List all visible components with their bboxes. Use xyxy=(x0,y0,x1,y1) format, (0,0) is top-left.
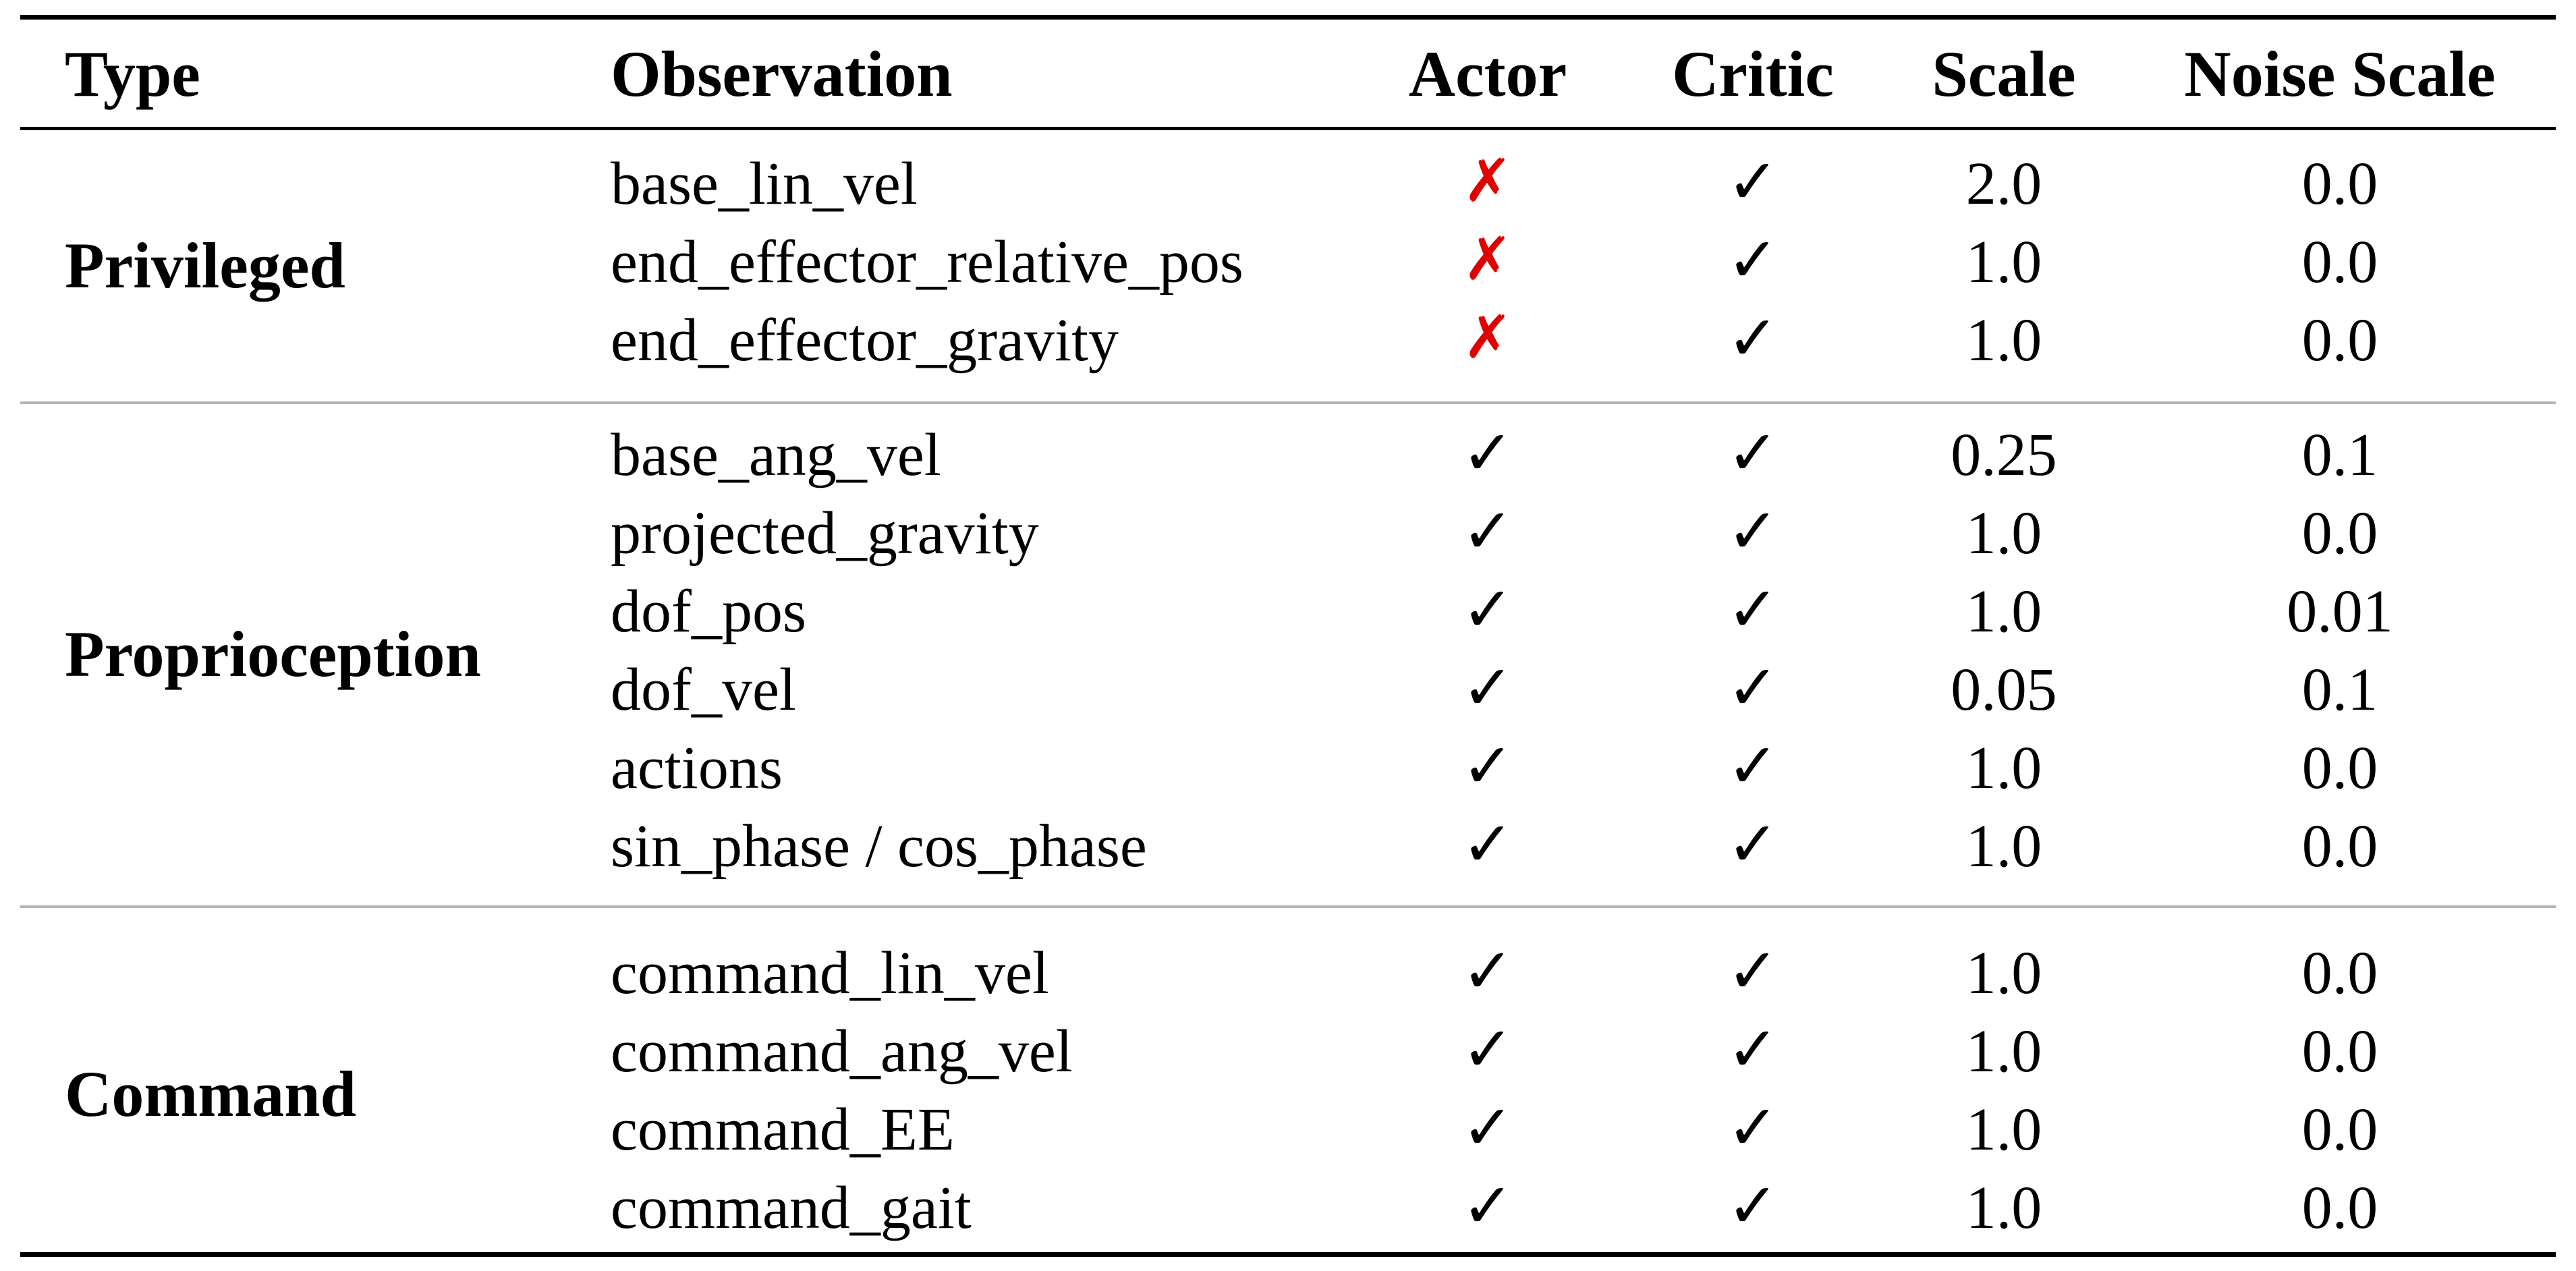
noise-scale-cell: 0.0 xyxy=(2301,735,2378,801)
top-rule xyxy=(20,15,2556,20)
critic-check-icon: ✓ xyxy=(1727,146,1779,218)
critic-check-icon: ✓ xyxy=(1727,1170,1779,1242)
actor-cross-icon: ✗ xyxy=(1463,146,1513,215)
critic-check-icon: ✓ xyxy=(1727,730,1779,802)
observation-cell: base_ang_vel xyxy=(611,422,941,488)
critic-check-icon: ✓ xyxy=(1727,302,1779,374)
scale-cell: 1.0 xyxy=(1965,1096,2042,1163)
noise-scale-cell: 0.0 xyxy=(2301,813,2378,880)
observation-cell: dof_pos xyxy=(611,578,806,645)
observation-cell: projected_gravity xyxy=(611,500,1039,567)
observation-cell: end_effector_relative_pos xyxy=(611,229,1243,295)
scale-cell: 0.25 xyxy=(1951,422,2057,488)
scale-cell: 1.0 xyxy=(1965,1018,2042,1085)
header-actor: Actor xyxy=(1408,38,1567,110)
group-label: Proprioception xyxy=(65,618,481,690)
noise-scale-cell: 0.0 xyxy=(2301,150,2378,217)
noise-scale-cell: 0.0 xyxy=(2301,940,2378,1007)
header-scale: Scale xyxy=(1932,38,2076,110)
noise-scale-cell: 0.0 xyxy=(2301,500,2378,567)
scale-cell: 1.0 xyxy=(1965,813,2042,880)
scale-cell: 0.05 xyxy=(1951,656,2057,723)
header-observation: Observation xyxy=(611,38,953,110)
header-type: Type xyxy=(65,38,200,110)
critic-check-icon: ✓ xyxy=(1727,652,1779,724)
critic-check-icon: ✓ xyxy=(1727,1013,1779,1085)
actor-check-icon: ✓ xyxy=(1461,1170,1514,1242)
actor-check-icon: ✓ xyxy=(1461,652,1514,724)
observation-cell: command_lin_vel xyxy=(611,940,1049,1007)
critic-check-icon: ✓ xyxy=(1727,573,1779,646)
actor-cross-icon: ✗ xyxy=(1463,224,1513,293)
critic-check-icon: ✓ xyxy=(1727,935,1779,1007)
scale-cell: 2.0 xyxy=(1965,150,2042,217)
noise-scale-cell: 0.1 xyxy=(2301,422,2378,488)
group-separator xyxy=(20,905,2556,908)
actor-check-icon: ✓ xyxy=(1461,730,1514,802)
actor-check-icon: ✓ xyxy=(1461,935,1514,1007)
observation-cell: sin_phase / cos_phase xyxy=(611,813,1147,880)
critic-check-icon: ✓ xyxy=(1727,417,1779,489)
actor-check-icon: ✓ xyxy=(1461,417,1514,489)
header-critic: Critic xyxy=(1672,38,1834,110)
actor-cross-icon: ✗ xyxy=(1463,302,1513,372)
actor-check-icon: ✓ xyxy=(1461,808,1514,880)
actor-check-icon: ✓ xyxy=(1461,573,1514,646)
header-noise-scale: Noise Scale xyxy=(2184,38,2496,110)
noise-scale-cell: 0.0 xyxy=(2301,307,2378,374)
critic-check-icon: ✓ xyxy=(1727,495,1779,567)
group-separator xyxy=(20,401,2556,404)
group-label: Privileged xyxy=(65,229,345,302)
actor-check-icon: ✓ xyxy=(1461,1092,1514,1164)
scale-cell: 1.0 xyxy=(1965,307,2042,374)
critic-check-icon: ✓ xyxy=(1727,1092,1779,1164)
noise-scale-cell: 0.01 xyxy=(2287,578,2393,645)
actor-check-icon: ✓ xyxy=(1461,495,1514,567)
critic-check-icon: ✓ xyxy=(1727,224,1779,296)
noise-scale-cell: 0.0 xyxy=(2301,1018,2378,1085)
group-label: Command xyxy=(65,1058,357,1130)
noise-scale-cell: 0.0 xyxy=(2301,1175,2378,1241)
observation-cell: command_gait xyxy=(611,1175,972,1241)
scale-cell: 1.0 xyxy=(1965,500,2042,567)
bottom-rule xyxy=(20,1252,2556,1257)
observation-cell: base_lin_vel xyxy=(611,150,918,217)
header-rule xyxy=(20,127,2556,130)
observation-cell: command_ang_vel xyxy=(611,1018,1073,1085)
observation-cell: actions xyxy=(611,735,783,801)
actor-check-icon: ✓ xyxy=(1461,1013,1514,1085)
critic-check-icon: ✓ xyxy=(1727,808,1779,880)
observation-cell: end_effector_gravity xyxy=(611,307,1119,374)
noise-scale-cell: 0.1 xyxy=(2301,656,2378,723)
scale-cell: 1.0 xyxy=(1965,1175,2042,1241)
scale-cell: 1.0 xyxy=(1965,229,2042,295)
scale-cell: 1.0 xyxy=(1965,578,2042,645)
observation-cell: dof_vel xyxy=(611,656,796,723)
noise-scale-cell: 0.0 xyxy=(2301,229,2378,295)
scale-cell: 1.0 xyxy=(1965,940,2042,1007)
scale-cell: 1.0 xyxy=(1965,735,2042,801)
observation-cell: command_EE xyxy=(611,1096,955,1163)
noise-scale-cell: 0.0 xyxy=(2301,1096,2378,1163)
